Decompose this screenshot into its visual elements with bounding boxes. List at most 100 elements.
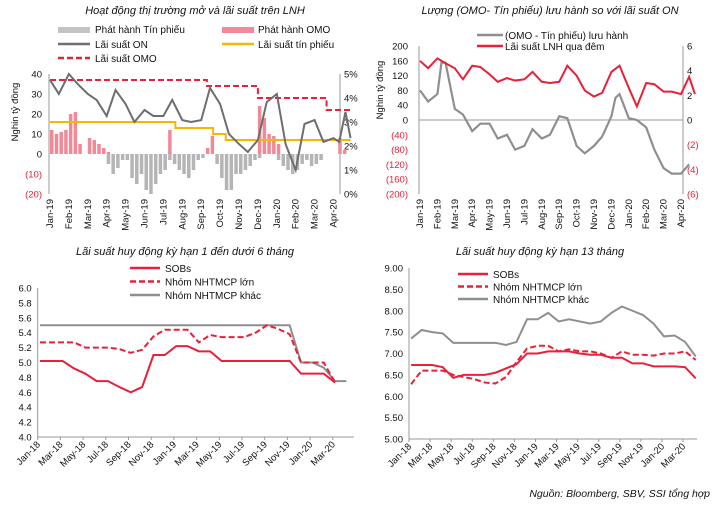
y-tick-label: 2% — [344, 142, 358, 153]
legend-label: Phát hành OMO — [258, 25, 330, 36]
bar-omo — [267, 134, 271, 154]
legend-label: Nhóm NHTMCP lớn — [493, 283, 582, 294]
legend-swatch-tin-phieu — [58, 27, 90, 33]
line-other-banks — [410, 305, 697, 358]
x-tick-label: Jun-19 — [140, 199, 151, 228]
bar-tin-phieu — [319, 154, 323, 160]
bar-tin-phieu — [253, 154, 257, 160]
legend-label: (OMO - Tín phiếu) lưu hành — [505, 30, 628, 42]
y-tick-label: 5.2 — [18, 343, 31, 354]
chart-title: Lãi suất huy động kỳ hạn 1 đến dưới 6 th… — [76, 246, 295, 258]
y-axis-title: Nghin tỷ đồng — [375, 61, 386, 120]
bar-omo — [73, 112, 78, 154]
y-tick-label: 120 — [392, 71, 408, 82]
bar-omo — [276, 144, 281, 154]
y-tick-label: 0 — [37, 150, 42, 161]
bar-tin-phieu — [257, 154, 262, 158]
chart-title: Hoạt động thị trường mở và lãi suất trên… — [85, 5, 305, 17]
x-tick-label: May-18 — [58, 439, 88, 469]
y-tick-label: 4.6 — [18, 388, 31, 399]
bar-tin-phieu — [239, 154, 243, 174]
bar-tin-phieu — [300, 154, 304, 164]
bar-omo — [342, 150, 347, 154]
y-tick-label: (20) — [25, 190, 42, 201]
chart-net-outstanding: Lượng (OMO- Tín phiếu) lưu hành so với l… — [375, 5, 699, 231]
legend-label: Lãi suất OMO — [95, 53, 157, 65]
bar-tin-phieu — [286, 154, 290, 170]
x-tick-label: Feb-20 — [291, 199, 302, 229]
chart-deposit-1-6m: Lãi suất huy động kỳ hạn 1 đến dưới 6 th… — [14, 246, 354, 470]
legend-label: Lãi suất LNH qua đêm — [505, 41, 605, 53]
bar-omo — [50, 130, 54, 154]
y-tick-label: (200) — [386, 190, 408, 201]
y-tick-label: 0% — [344, 190, 358, 201]
y-tick-label: (2) — [687, 140, 699, 151]
y-tick-label: 3% — [344, 118, 358, 129]
bar-tin-phieu — [191, 154, 196, 170]
bar-tin-phieu — [201, 154, 205, 158]
bar-omo — [262, 118, 267, 154]
y-tick-label: 20 — [31, 110, 42, 121]
bar-tin-phieu — [125, 154, 130, 160]
y-axis-title: Nghin tỷ đồng — [10, 83, 21, 142]
chart-title: Lãi suất huy động kỳ hạn 13 tháng — [456, 246, 625, 258]
y-tick-label: (6) — [687, 190, 699, 201]
bar-omo — [68, 114, 73, 154]
x-tick-label: Jul-19 — [519, 199, 530, 225]
legend-swatch-omo — [222, 27, 254, 33]
y-tick-label: 160 — [392, 56, 408, 67]
bar-tin-phieu — [187, 154, 191, 178]
legend-label: Nhóm NHTMCP khác — [493, 295, 589, 306]
bar-tin-phieu — [229, 154, 234, 190]
x-tick-label: Nov-18 — [127, 439, 156, 468]
bar-tin-phieu — [305, 154, 309, 160]
bar-tin-phieu — [111, 154, 115, 174]
y-tick-label: (10) — [25, 170, 42, 181]
y-tick-label: 2 — [687, 91, 692, 102]
bar-omo — [87, 138, 92, 154]
y-tick-label: 80 — [397, 86, 408, 97]
bar-omo — [78, 144, 82, 154]
line-large-banks — [39, 324, 336, 384]
x-tick-label: May-19 — [485, 199, 496, 231]
y-tick-label: 1% — [344, 166, 358, 177]
x-tick-label: Apr-19 — [102, 199, 113, 228]
bar-tin-phieu — [163, 154, 167, 170]
y-tick-label: (40) — [391, 130, 408, 141]
x-tick-label: Oct-19 — [215, 199, 226, 228]
legend-label: Nhóm NHTMCP lớn — [165, 278, 254, 289]
y-tick-label: 4.0 — [18, 433, 31, 444]
bar-tin-phieu — [172, 154, 177, 164]
legend-label: Phát hành Tín phiếu — [95, 24, 185, 36]
legend-label: Lãi suất tín phiếu — [258, 39, 334, 51]
bar-tin-phieu — [248, 154, 252, 166]
bar-omo — [64, 130, 68, 154]
bar-tin-phieu — [220, 154, 224, 178]
line-on-rate — [419, 57, 696, 110]
x-tick-label: Feb-19 — [64, 199, 75, 229]
bar-tin-phieu — [106, 154, 111, 164]
y-tick-label: 30 — [31, 90, 42, 101]
x-tick-label: Jan-20 — [624, 199, 635, 228]
bar-tin-phieu — [149, 154, 153, 194]
y-tick-label: (80) — [391, 145, 408, 156]
x-tick-label: Mar-19 — [450, 199, 461, 229]
line-sobs — [411, 350, 697, 379]
y-tick-label: 10 — [31, 130, 42, 141]
bar-tin-phieu — [215, 154, 219, 164]
x-tick-label: Sep-19 — [196, 199, 207, 230]
line-omo-rate — [50, 79, 351, 111]
x-tick-label: Mar-20 — [659, 199, 670, 229]
x-tick-label: Sep-19 — [554, 199, 565, 230]
bar-tin-phieu — [314, 154, 319, 164]
y-tick-label: 4% — [344, 94, 358, 105]
y-tick-label: 6.0 — [18, 284, 31, 295]
bar-tin-phieu — [234, 154, 238, 174]
bar-omo — [338, 138, 342, 154]
chart-deposit-13m: Lãi suất huy động kỳ hạn 13 tháng 9.00 8.… — [385, 246, 697, 472]
bar-omo — [205, 148, 210, 154]
y-tick-label: 4.8 — [18, 373, 31, 384]
y-tick-label: 0 — [687, 116, 692, 127]
bar-omo — [272, 136, 276, 154]
